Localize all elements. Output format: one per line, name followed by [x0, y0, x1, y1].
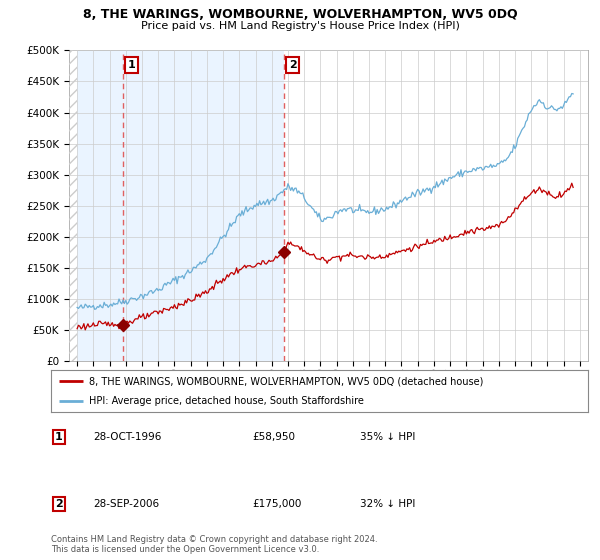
- Text: 1: 1: [55, 432, 62, 442]
- Bar: [69, 50, 284, 361]
- Text: 2: 2: [55, 499, 62, 509]
- Text: 35% ↓ HPI: 35% ↓ HPI: [360, 432, 415, 442]
- Text: 8, THE WARINGS, WOMBOURNE, WOLVERHAMPTON, WV5 0DQ: 8, THE WARINGS, WOMBOURNE, WOLVERHAMPTON…: [83, 8, 517, 21]
- Text: 1: 1: [128, 60, 136, 70]
- Text: 8, THE WARINGS, WOMBOURNE, WOLVERHAMPTON, WV5 0DQ (detached house): 8, THE WARINGS, WOMBOURNE, WOLVERHAMPTON…: [89, 376, 483, 386]
- Text: £175,000: £175,000: [252, 499, 301, 509]
- Text: 28-SEP-2006: 28-SEP-2006: [93, 499, 159, 509]
- Bar: [69, 50, 77, 361]
- Text: HPI: Average price, detached house, South Staffordshire: HPI: Average price, detached house, Sout…: [89, 396, 364, 406]
- Text: Contains HM Land Registry data © Crown copyright and database right 2024.
This d: Contains HM Land Registry data © Crown c…: [51, 535, 377, 554]
- Text: Price paid vs. HM Land Registry's House Price Index (HPI): Price paid vs. HM Land Registry's House …: [140, 21, 460, 31]
- Text: 2: 2: [289, 60, 296, 70]
- Text: £58,950: £58,950: [252, 432, 295, 442]
- Bar: [69, 50, 77, 361]
- Text: 28-OCT-1996: 28-OCT-1996: [93, 432, 161, 442]
- Text: 32% ↓ HPI: 32% ↓ HPI: [360, 499, 415, 509]
